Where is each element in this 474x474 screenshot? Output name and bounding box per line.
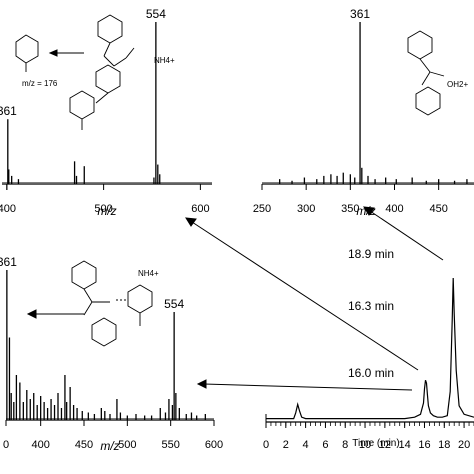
x-tick-label: 4 <box>303 439 309 451</box>
time-label-16-3: 16.3 min <box>348 299 394 313</box>
x-tick-label: 500 <box>118 439 136 451</box>
x-tick-label: 400 <box>385 203 403 215</box>
mass-spectrum-top-left: 400 500 600 m/z 554 361 <box>0 7 212 218</box>
x-tick-label: 300 <box>297 203 315 215</box>
x-tick-label: 600 <box>205 439 223 451</box>
x-tick-label: 8 <box>342 439 348 451</box>
peak-label: 554 <box>146 7 166 21</box>
structure-top-left-fragment <box>15 34 39 72</box>
x-tick-label: 6 <box>322 439 328 451</box>
arrow-to-top-left <box>185 217 419 371</box>
x-tick-label: 550 <box>161 439 179 451</box>
ion-label-top-right: OH2+ <box>447 80 468 89</box>
arrow-to-bottom-left <box>196 379 413 391</box>
x-tick-label: 500 <box>94 203 112 215</box>
time-label-16-0: 16.0 min <box>348 366 394 380</box>
structure-top-left-main <box>69 14 135 130</box>
x-tick-label: 18 <box>438 439 450 451</box>
x-tick-label: 400 <box>0 203 16 215</box>
mass-spectrum-bottom-left: 0 400 450 500 550 600 m/z 361 554 <box>0 255 223 453</box>
x-tick-label: 400 <box>31 439 49 451</box>
fragment-arrow <box>48 49 84 57</box>
x-tick-label: 10 <box>359 439 371 451</box>
x-tick-label: 450 <box>75 439 93 451</box>
ion-label-bottom-left: NH4+ <box>138 269 159 278</box>
x-tick-label: 2 <box>283 439 289 451</box>
x-axis-title: Time (min) <box>352 438 399 449</box>
chromatogram-bottom-right: 0 2 4 6 8 10 12 14 16 18 20 Time (min) <box>263 277 474 451</box>
time-label-18-9: 18.9 min <box>348 247 394 261</box>
x-tick-label: 14 <box>399 439 411 451</box>
peak-label: 361 <box>0 255 17 269</box>
ion-label-top-left: NH4+ <box>154 56 175 65</box>
arrow-to-top-right <box>363 206 444 261</box>
arrow-bottom-left-structure <box>26 309 84 319</box>
x-tick-label: 0 <box>3 439 9 451</box>
structure-top-right <box>407 30 445 116</box>
chromatogram-trace <box>266 277 474 420</box>
x-tick-label: 20 <box>458 439 470 451</box>
x-tick-label: 350 <box>341 203 359 215</box>
x-tick-label: 16 <box>418 439 430 451</box>
peak-label: 361 <box>0 104 17 118</box>
peak-label: 361 <box>350 7 370 21</box>
x-tick-label: 450 <box>429 203 447 215</box>
x-tick-label: 600 <box>191 203 209 215</box>
x-tick-label: 12 <box>379 439 391 451</box>
peak-label: 554 <box>164 297 184 311</box>
x-axis-title: m/z <box>100 439 119 453</box>
x-tick-label: 0 <box>263 439 269 451</box>
x-axis-title: m/z <box>97 204 116 218</box>
x-tick-label: 250 <box>253 203 271 215</box>
structure-bottom-left <box>71 260 153 347</box>
fragment-mz-label: m/z = 176 <box>22 79 58 88</box>
